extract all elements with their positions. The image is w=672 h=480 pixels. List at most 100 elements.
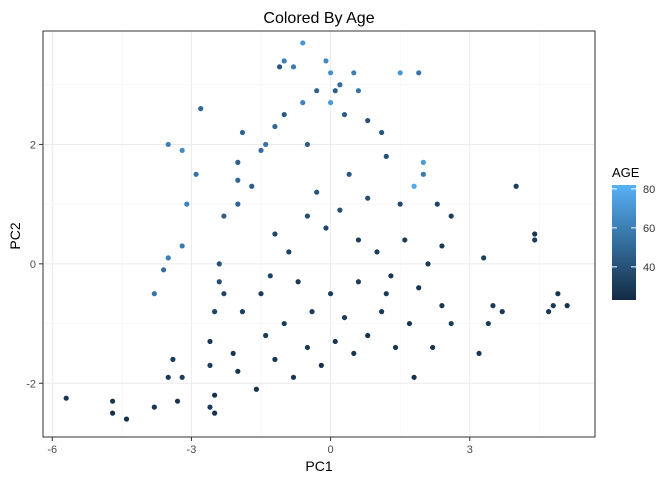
data-point: [327, 100, 334, 106]
data-point: [555, 291, 561, 297]
data-point: [439, 243, 445, 249]
data-point: [397, 70, 403, 76]
data-point: [416, 285, 422, 291]
panel-border: [42, 30, 596, 438]
data-point: [253, 386, 259, 392]
data-point: [379, 309, 385, 315]
data-point: [351, 350, 357, 357]
data-point: [392, 344, 399, 351]
data-point: [216, 261, 222, 267]
x-tick-label: -3: [187, 444, 197, 456]
data-point: [327, 70, 334, 76]
data-point: [212, 410, 218, 416]
data-point: [355, 279, 362, 285]
data-point: [281, 58, 287, 64]
data-point: [314, 189, 320, 195]
data-point: [258, 147, 264, 154]
legend-tick-label: 60: [643, 223, 655, 235]
data-point: [402, 237, 408, 243]
data-point: [272, 356, 278, 362]
data-point: [212, 392, 218, 398]
data-point: [230, 350, 236, 357]
data-point: [341, 314, 348, 321]
data-point: [355, 237, 362, 243]
data-point: [411, 374, 417, 380]
data-point: [179, 243, 185, 249]
data-point: [272, 231, 278, 237]
data-point: [165, 255, 171, 261]
data-point: [513, 183, 519, 189]
data-point: [383, 153, 389, 159]
legend-tick-label: 40: [643, 262, 655, 274]
data-point: [481, 255, 487, 261]
data-point: [420, 171, 426, 177]
data-point: [161, 267, 167, 273]
data-point: [207, 362, 213, 368]
data-point: [314, 88, 320, 94]
data-point: [235, 201, 241, 207]
data-point: [397, 201, 403, 207]
data-point: [476, 350, 482, 357]
data-point: [239, 309, 246, 315]
data-point: [304, 344, 311, 351]
legend-ticks: 40 60 80: [612, 184, 655, 274]
data-point: [379, 129, 385, 136]
axis-ticks: -6 -3 0 3 -2 0 2: [26, 139, 473, 456]
data-point: [532, 231, 538, 237]
data-point: [123, 416, 130, 422]
data-point: [411, 183, 417, 189]
x-tick-label: 0: [328, 444, 334, 456]
data-point: [207, 404, 213, 410]
data-point: [184, 201, 190, 207]
data-point: [323, 58, 329, 64]
y-tick-label: -2: [26, 378, 36, 390]
data-point: [327, 291, 334, 297]
data-point: [290, 374, 297, 380]
data-point: [332, 338, 338, 345]
data-point: [272, 123, 278, 130]
data-point: [439, 303, 445, 309]
data-point: [434, 201, 440, 207]
data-point: [179, 374, 185, 380]
data-point: [365, 117, 371, 124]
data-point: [383, 291, 389, 297]
data-point: [207, 338, 213, 345]
data-point: [165, 141, 171, 148]
data-point: [420, 159, 426, 165]
data-point: [346, 171, 352, 177]
data-point: [263, 141, 269, 148]
data-point: [221, 213, 227, 219]
data-point: [323, 225, 329, 231]
data-point: [249, 183, 255, 189]
data-point: [430, 344, 436, 351]
data-point: [151, 291, 157, 297]
legend: AGE 40 60 80: [612, 165, 655, 300]
data-point: [318, 362, 324, 368]
data-point: [258, 291, 264, 297]
legend-title: AGE: [612, 165, 640, 180]
data-point: [304, 141, 311, 148]
data-point: [109, 398, 116, 404]
data-point: [300, 100, 306, 106]
x-tick-label: 3: [467, 444, 473, 456]
data-point: [221, 291, 227, 297]
data-point: [304, 213, 311, 219]
data-point: [365, 195, 371, 201]
data-point: [193, 171, 199, 177]
data-point: [546, 309, 552, 315]
data-point: [351, 70, 357, 76]
data-point: [365, 332, 371, 339]
data-point: [532, 237, 538, 243]
data-point: [355, 88, 362, 94]
data-point: [337, 207, 343, 213]
y-tick-label: 2: [30, 139, 36, 151]
data-point: [416, 70, 422, 76]
data-point: [309, 309, 315, 315]
data-point: [267, 273, 273, 279]
data-point: [295, 279, 301, 285]
x-tick-label: -6: [47, 444, 57, 456]
data-point: [286, 249, 292, 255]
data-point: [425, 261, 431, 267]
data-point: [374, 249, 380, 255]
